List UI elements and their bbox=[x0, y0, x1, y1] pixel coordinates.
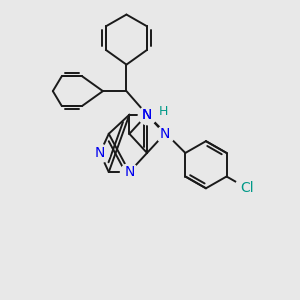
Text: H: H bbox=[159, 105, 168, 118]
Text: Cl: Cl bbox=[240, 181, 254, 195]
Text: N: N bbox=[142, 108, 152, 122]
Text: N: N bbox=[160, 127, 170, 141]
Text: N: N bbox=[124, 165, 135, 179]
Text: N: N bbox=[142, 108, 152, 122]
Text: N: N bbox=[95, 146, 105, 160]
